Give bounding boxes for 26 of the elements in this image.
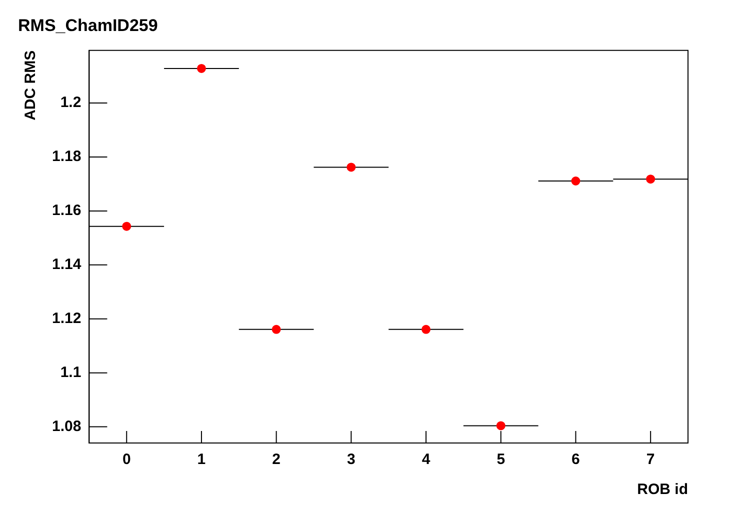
x-tick-label: 4 — [422, 451, 431, 468]
y-tick-label: 1.18 — [52, 148, 82, 166]
y-tick-label: 1.1 — [60, 364, 82, 381]
point — [496, 421, 506, 430]
point — [196, 64, 206, 73]
x-tick-label: 0 — [122, 451, 131, 468]
x-tick-label: 5 — [496, 451, 506, 468]
point — [122, 222, 132, 231]
chart-title: RMS_ChamID259 — [18, 16, 158, 35]
y-axis-title: ADC RMS — [22, 50, 40, 120]
y-tick-label: 1.12 — [52, 310, 82, 328]
x-tick-label: 2 — [272, 451, 280, 468]
x-tick-label: 1 — [197, 451, 206, 468]
point — [571, 176, 580, 186]
y-tick-label: 1.16 — [52, 202, 82, 220]
x-tick-label: 6 — [572, 451, 580, 468]
point — [346, 162, 356, 172]
y-tick-label: 1.08 — [52, 418, 82, 435]
y-tick-label: 1.2 — [60, 94, 82, 112]
point — [646, 174, 656, 184]
x-tick-label: 7 — [646, 451, 655, 468]
x-tick-label: 3 — [347, 451, 356, 468]
y-tick-label: 1.14 — [52, 256, 82, 274]
x-axis-title: ROB id — [637, 481, 688, 498]
point — [272, 324, 281, 334]
point — [422, 324, 431, 334]
